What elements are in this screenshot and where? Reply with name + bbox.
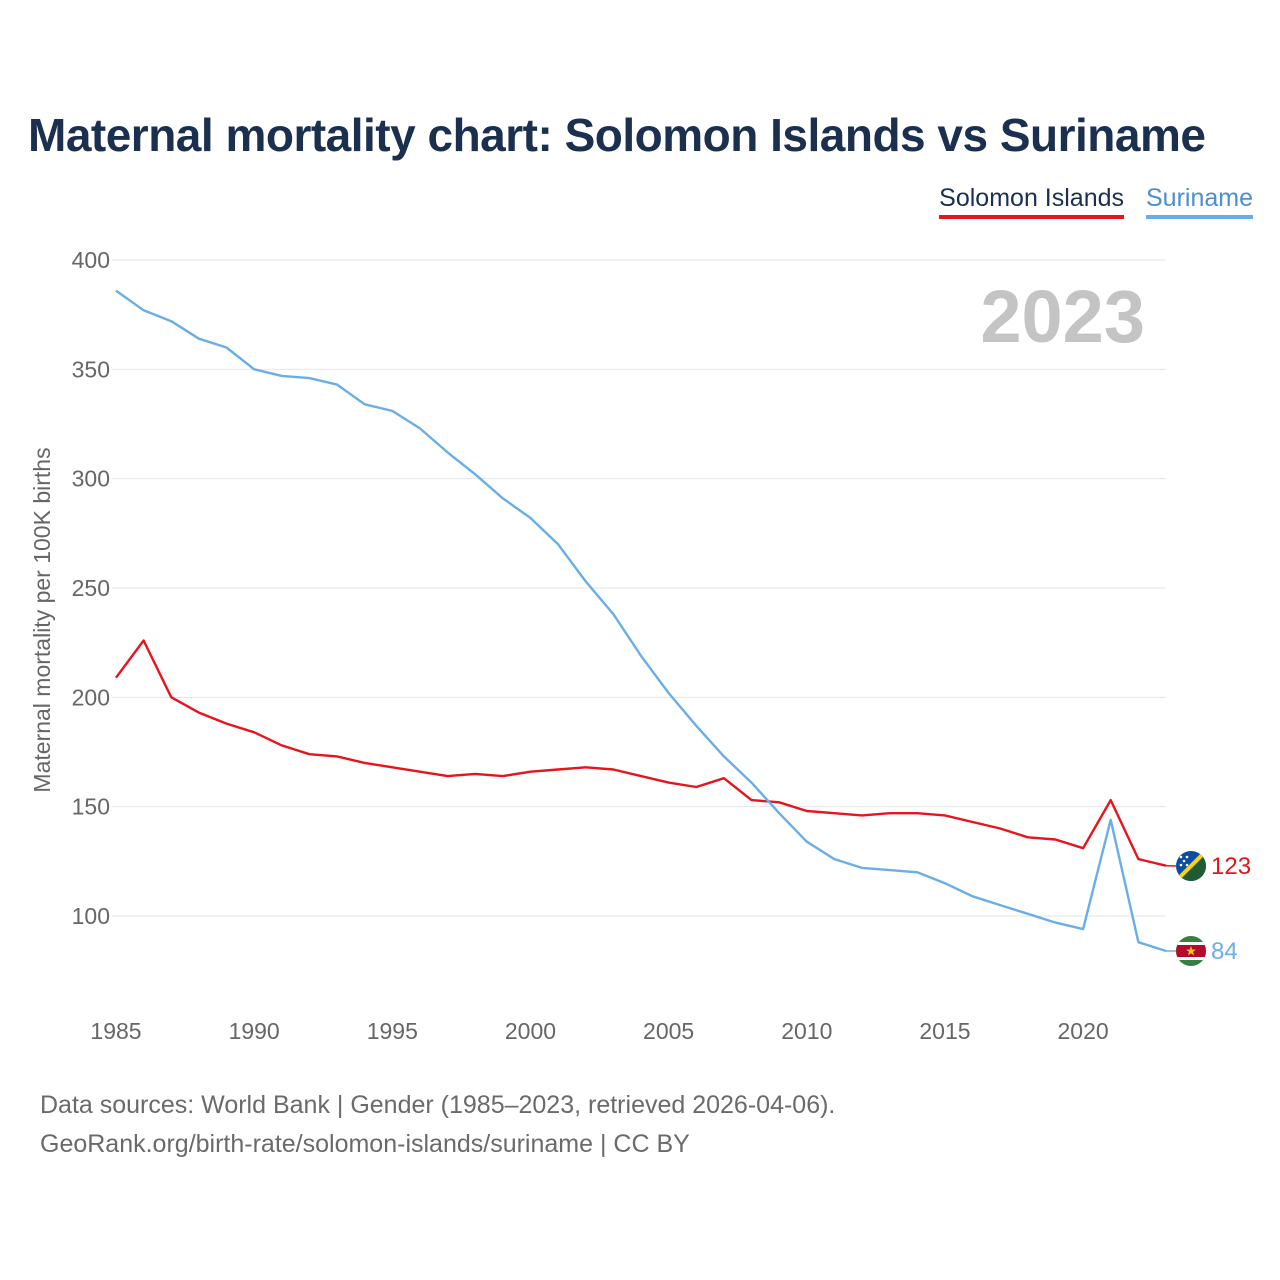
y-tick-label: 200 (72, 684, 110, 710)
x-tick-label: 2000 (505, 1018, 556, 1044)
series-line-suriname (115, 289, 1167, 953)
legend: Solomon Islands Suriname (939, 184, 1253, 219)
y-tick-label: 100 (72, 903, 110, 929)
series-lines (115, 289, 1167, 953)
end-value-label-solomon-islands: 123 (1211, 853, 1251, 880)
solomon-islands-flag-icon (1176, 851, 1206, 881)
x-tick-label: 2015 (919, 1018, 970, 1044)
gridlines (112, 259, 1166, 917)
x-tick-label: 1990 (229, 1018, 280, 1044)
y-tick-label: 400 (72, 247, 110, 273)
end-value-label-suriname: 84 (1211, 938, 1238, 965)
chart-title: Maternal mortality chart: Solomon Island… (28, 109, 1206, 161)
series-line-solomon-islands (115, 639, 1167, 867)
x-tick-label: 2010 (781, 1018, 832, 1044)
year-watermark: 2023 (980, 275, 1145, 358)
source-note: Data sources: World Bank | Gender (1985–… (40, 1086, 835, 1164)
source-line: Data sources: World Bank | Gender (1985–… (40, 1091, 836, 1119)
x-tick-label: 2020 (1058, 1018, 1109, 1044)
y-tick-label: 350 (72, 356, 110, 382)
y-axis-ticks: 100 150 200 250 300 350 400 (72, 247, 110, 929)
y-axis-label: Maternal mortality per 100K births (29, 447, 55, 792)
legend-item-solomon-islands[interactable]: Solomon Islands (939, 184, 1124, 219)
series-end-markers: 123 84 (1165, 853, 1251, 965)
suriname-flag-icon (1176, 936, 1206, 966)
y-tick-label: 150 (72, 794, 110, 820)
source-url[interactable]: GeoRank.org/birth-rate/solomon-islands/s… (40, 1130, 690, 1158)
x-tick-label: 2005 (643, 1018, 694, 1044)
legend-item-suriname[interactable]: Suriname (1146, 184, 1253, 219)
y-tick-label: 300 (72, 466, 110, 492)
x-axis-ticks: 1985 1990 1995 2000 2005 2010 2015 2020 (90, 1018, 1108, 1044)
y-tick-label: 250 (72, 575, 110, 601)
x-tick-label: 1995 (367, 1018, 418, 1044)
x-tick-label: 1985 (90, 1018, 141, 1044)
